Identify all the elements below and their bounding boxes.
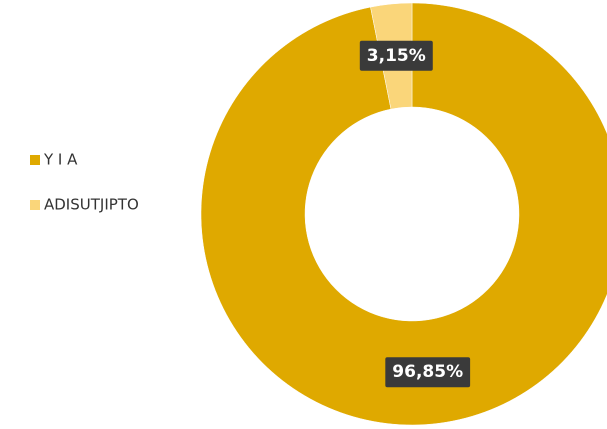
donut-slice (200, 2, 607, 426)
legend-swatch (30, 200, 40, 210)
data-label-bg (359, 40, 433, 71)
data-label-bg (385, 357, 471, 388)
data-label: 3,15% (359, 40, 433, 71)
legend-label: ADISUTJIPTO (44, 196, 139, 214)
data-label: 96,85% (385, 357, 471, 388)
legend-label: Y I A (43, 151, 78, 169)
data-label-text: 3,15% (367, 46, 426, 66)
legend-swatch (30, 155, 40, 165)
data-label-text: 96,85% (392, 362, 463, 382)
